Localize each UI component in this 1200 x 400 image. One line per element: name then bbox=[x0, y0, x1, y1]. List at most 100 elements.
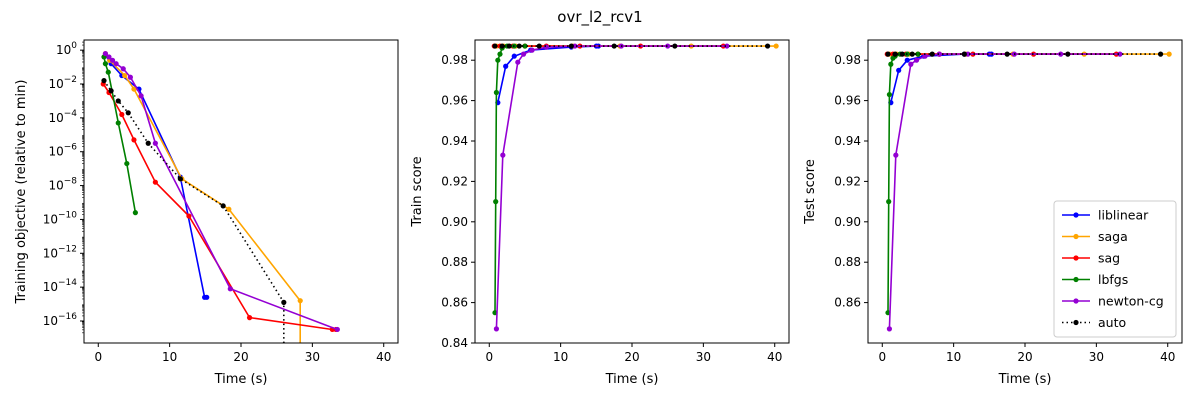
data-point-newton-cg bbox=[520, 51, 527, 57]
x-tick-label: 10 bbox=[162, 350, 177, 364]
y-tick-label: 0.90 bbox=[834, 215, 861, 229]
data-point-newton-cg bbox=[334, 326, 340, 333]
legend-marker-liblinear bbox=[1073, 212, 1079, 218]
x-axis-label: Time (s) bbox=[214, 372, 268, 387]
y-tick-label: 0.94 bbox=[441, 134, 468, 148]
data-point-auto bbox=[929, 51, 935, 57]
data-point-saga bbox=[122, 72, 128, 79]
legend-marker-newton-cg bbox=[1073, 298, 1079, 304]
y-tick-label: 0.92 bbox=[441, 174, 468, 188]
data-point-lbfgs bbox=[124, 160, 130, 167]
series-line-sag bbox=[102, 83, 336, 331]
data-point-auto bbox=[1004, 51, 1010, 57]
y-tick-label: 0.96 bbox=[441, 94, 468, 108]
data-point-lbfgs bbox=[132, 210, 138, 216]
series-line-auto bbox=[103, 80, 285, 343]
x-axis-label: Time (s) bbox=[998, 372, 1052, 387]
data-point-newton-cg bbox=[102, 50, 109, 57]
y-tick-label: 0.86 bbox=[441, 296, 468, 310]
data-point-auto bbox=[899, 51, 905, 57]
data-point-newton-cg bbox=[106, 54, 112, 60]
legend-marker-lbfgs bbox=[1073, 276, 1079, 283]
data-point-newton-cg bbox=[227, 286, 233, 292]
legend-label: newton-cg bbox=[1098, 294, 1164, 309]
series-group bbox=[884, 51, 1172, 332]
data-point-newton-cg bbox=[965, 51, 971, 57]
y-tick-label: 0.94 bbox=[834, 134, 861, 148]
data-point-auto bbox=[536, 43, 542, 49]
y-tick-label: 0.98 bbox=[834, 53, 861, 67]
data-point-newton-cg bbox=[529, 47, 535, 53]
data-point-auto bbox=[516, 43, 522, 49]
x-tick-label: 40 bbox=[767, 350, 782, 364]
data-point-newton-cg bbox=[886, 326, 893, 332]
x-tick-label: 0 bbox=[485, 350, 493, 364]
y-tick-label: 100 bbox=[56, 41, 77, 57]
data-point-sag bbox=[186, 213, 192, 219]
data-point-auto bbox=[281, 299, 287, 305]
data-point-lbfgs bbox=[886, 199, 892, 205]
data-point-sag bbox=[152, 179, 158, 185]
series-line-newton-cg bbox=[495, 45, 727, 329]
data-point-auto bbox=[125, 110, 131, 116]
data-point-auto bbox=[1157, 51, 1164, 57]
y-tick-label: 10−2 bbox=[48, 75, 77, 91]
data-point-auto bbox=[492, 43, 498, 49]
data-point-auto bbox=[177, 176, 183, 182]
data-point-sag bbox=[131, 137, 137, 143]
y-tick-label: 10−6 bbox=[48, 143, 77, 159]
data-point-auto bbox=[145, 140, 151, 146]
data-point-newton-cg bbox=[893, 152, 899, 158]
data-point-newton-cg bbox=[138, 93, 144, 99]
data-point-newton-cg bbox=[493, 326, 500, 332]
data-point-lbfgs bbox=[115, 120, 121, 126]
x-tick-label: 40 bbox=[1160, 350, 1175, 364]
data-point-lbfgs bbox=[497, 51, 503, 57]
y-tick-label: 0.84 bbox=[441, 336, 468, 350]
data-point-auto bbox=[909, 51, 915, 57]
data-point-saga bbox=[1166, 51, 1172, 57]
data-point-newton-cg bbox=[109, 57, 116, 63]
data-point-lbfgs bbox=[105, 69, 111, 75]
data-point-auto bbox=[115, 98, 121, 104]
legend-marker-sag bbox=[1073, 255, 1079, 261]
data-point-lbfgs bbox=[888, 61, 894, 67]
legend-label: liblinear bbox=[1098, 208, 1149, 223]
legend-label: lbfgs bbox=[1098, 272, 1128, 287]
data-point-liblinear bbox=[204, 294, 210, 300]
data-point-newton-cg bbox=[127, 74, 133, 80]
data-point-lbfgs bbox=[915, 51, 921, 57]
data-point-auto bbox=[568, 43, 574, 49]
subplot-3: 0 10 20 30 40 0.86 0.88 0.90 0.92 0.94 0.96 0.98 Tim… bbox=[803, 39, 1183, 387]
data-point-newton-cg bbox=[500, 152, 506, 158]
series-line-saga bbox=[104, 53, 302, 343]
data-point-lbfgs bbox=[493, 89, 500, 96]
data-point-newton-cg bbox=[152, 140, 158, 146]
y-axis-label: Training objective (relative to min) bbox=[14, 80, 29, 305]
legend-box bbox=[1053, 200, 1177, 338]
data-point-auto bbox=[108, 88, 114, 94]
x-tick-label: 20 bbox=[1017, 350, 1032, 364]
legend-label: auto bbox=[1098, 315, 1126, 330]
figure-title: ovr_l2_rcv1 bbox=[557, 8, 642, 27]
data-point-auto bbox=[885, 51, 891, 57]
y-tick-label: 10−8 bbox=[48, 177, 77, 193]
data-point-lbfgs bbox=[495, 57, 501, 63]
y-tick-label: 0.96 bbox=[834, 94, 861, 108]
y-tick-label: 10−10 bbox=[43, 210, 78, 226]
x-axis-label: Time (s) bbox=[605, 372, 659, 387]
series-group bbox=[491, 43, 779, 332]
data-point-newton-cg bbox=[908, 61, 914, 67]
data-point-auto bbox=[101, 78, 107, 84]
data-point-newton-cg bbox=[120, 66, 126, 72]
data-point-newton-cg bbox=[936, 51, 942, 57]
data-point-newton-cg bbox=[724, 43, 730, 49]
y-tick-label: 10−12 bbox=[43, 244, 77, 260]
y-tick-label: 0.90 bbox=[441, 215, 468, 229]
y-tick-label: 10−14 bbox=[43, 278, 78, 294]
legend-marker-auto bbox=[1073, 319, 1079, 326]
data-point-liblinear bbox=[896, 67, 902, 73]
data-point-auto bbox=[506, 43, 512, 49]
data-point-lbfgs bbox=[886, 91, 893, 98]
